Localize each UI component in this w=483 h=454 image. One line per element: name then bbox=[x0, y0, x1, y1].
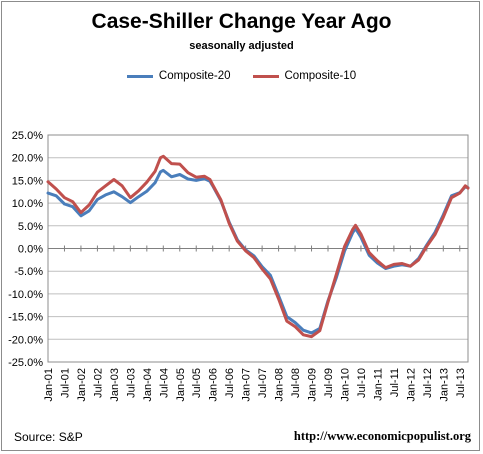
x-tick-label: Jul-01 bbox=[59, 368, 71, 398]
y-tick-label: -25.0% bbox=[8, 357, 43, 369]
y-tick-label: 25.0% bbox=[12, 130, 43, 142]
y-tick-label: -5.0% bbox=[14, 266, 43, 278]
x-tick-label: Jul-02 bbox=[92, 368, 104, 398]
legend-item-composite-10: Composite-10 bbox=[252, 70, 357, 82]
legend: Composite-20 Composite-10 bbox=[0, 70, 483, 82]
series-line-composite-10 bbox=[46, 154, 470, 339]
chart-title: Case-Shiller Change Year Ago bbox=[91, 10, 392, 33]
x-tick-label: Jan-11 bbox=[372, 368, 384, 401]
x-tick-label: Jul-08 bbox=[290, 368, 302, 398]
source-note: Source: S&P bbox=[14, 430, 83, 444]
chart-subtitle: seasonally adjusted bbox=[189, 40, 294, 52]
y-tick-label: 10.0% bbox=[12, 198, 43, 210]
legend-label-composite-10: Composite-10 bbox=[284, 70, 357, 82]
x-tick-label: Jan-12 bbox=[405, 368, 417, 402]
x-tick-label: Jan-09 bbox=[307, 368, 319, 402]
x-tick-label: Jul-03 bbox=[125, 368, 137, 398]
legend-item-composite-20: Composite-20 bbox=[126, 70, 231, 82]
x-tick-label: Jul-06 bbox=[224, 368, 236, 398]
x-tick-label: Jan-01 bbox=[43, 368, 55, 402]
y-tick-label: 15.0% bbox=[12, 175, 43, 187]
x-tick-label: Jan-06 bbox=[208, 368, 220, 402]
y-tick-label: -20.0% bbox=[8, 334, 43, 346]
x-tick-label: Jan-04 bbox=[142, 368, 154, 402]
x-tick-label: Jan-05 bbox=[175, 368, 187, 402]
x-tick-label: Jan-10 bbox=[339, 368, 351, 402]
x-tick-label: Jul-11 bbox=[389, 368, 401, 397]
x-tick-label: Jul-09 bbox=[323, 368, 335, 398]
legend-swatch-composite-20 bbox=[126, 74, 153, 78]
y-tick-label: 0.0% bbox=[18, 244, 43, 256]
y-tick-label: 5.0% bbox=[18, 221, 43, 233]
x-tick-label: Jul-10 bbox=[356, 368, 368, 398]
x-tick-label: Jul-04 bbox=[158, 368, 170, 398]
x-tick-label: Jul-07 bbox=[257, 368, 269, 398]
x-tick-label: Jan-08 bbox=[274, 368, 286, 402]
x-tick-label: Jan-13 bbox=[438, 368, 450, 402]
y-tick-label: -15.0% bbox=[8, 312, 43, 324]
y-tick-label: -10.0% bbox=[8, 289, 43, 301]
legend-label-composite-20: Composite-20 bbox=[158, 70, 231, 82]
x-tick-label: Jan-02 bbox=[76, 368, 88, 402]
x-tick-label: Jul-05 bbox=[191, 368, 203, 398]
legend-swatch-composite-10 bbox=[252, 74, 279, 78]
x-tick-label: Jan-03 bbox=[109, 368, 121, 402]
x-tick-label: Jul-13 bbox=[455, 368, 467, 398]
series-line-composite-20 bbox=[46, 168, 470, 335]
y-tick-label: 20.0% bbox=[12, 153, 43, 165]
x-tick-label: Jul-12 bbox=[422, 368, 434, 398]
x-tick-label: Jan-07 bbox=[241, 368, 253, 402]
source-url: http://www.economicpopulist.org bbox=[293, 429, 471, 443]
